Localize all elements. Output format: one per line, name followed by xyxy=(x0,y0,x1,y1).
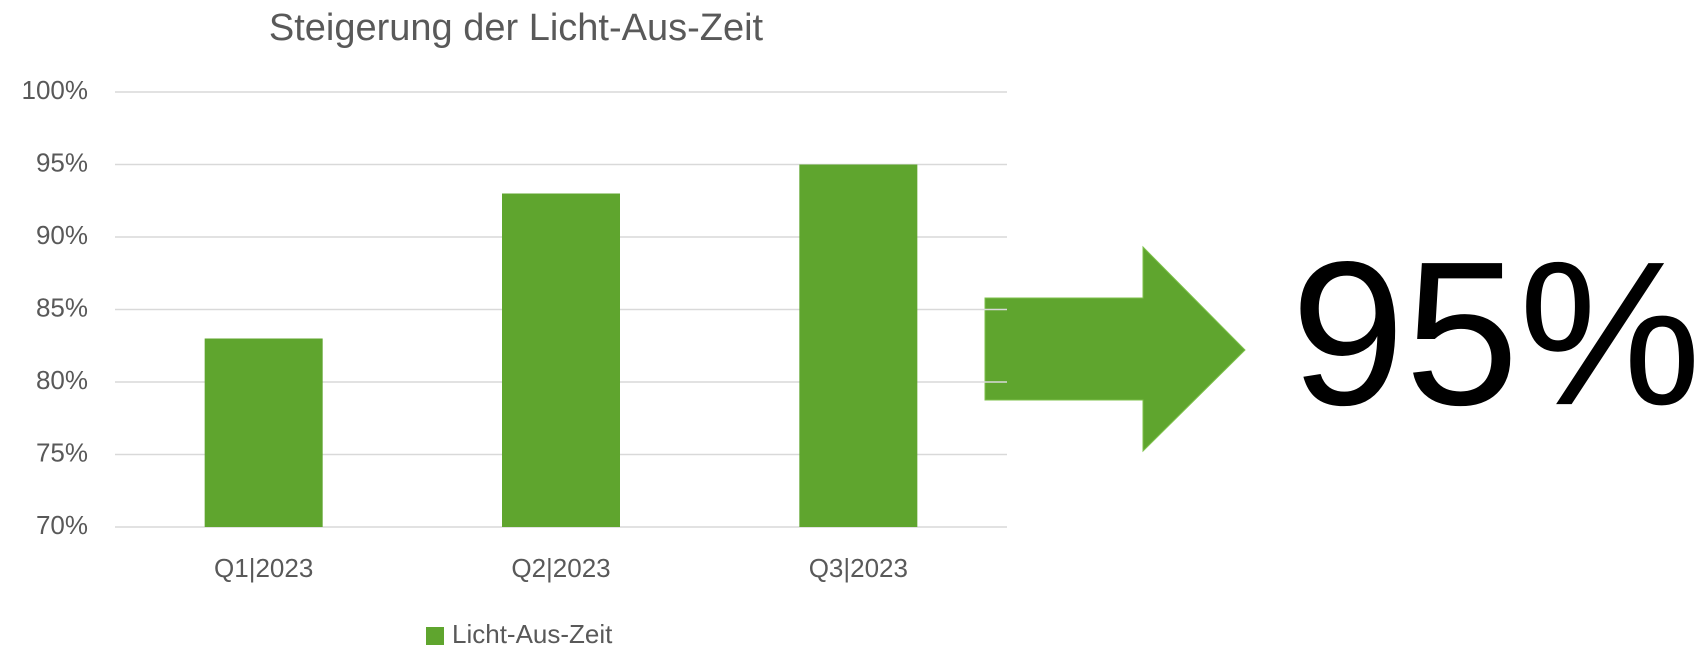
x-tick-label: Q1|2023 xyxy=(214,553,313,583)
legend-label: Licht-Aus-Zeit xyxy=(452,619,613,646)
bar xyxy=(799,164,918,527)
legend-swatch xyxy=(426,627,444,645)
arrow xyxy=(984,245,1246,453)
chart-title: Steigerung der Licht-Aus-Zeit xyxy=(269,7,764,49)
y-tick-label: 95% xyxy=(36,147,88,177)
y-tick-label: 80% xyxy=(36,365,88,395)
y-tick-label: 100% xyxy=(22,75,89,105)
x-tick-label: Q3|2023 xyxy=(809,553,908,583)
y-tick-label: 70% xyxy=(36,510,88,540)
callout: 95% xyxy=(1291,219,1701,448)
bar xyxy=(204,338,323,527)
y-tick-label: 85% xyxy=(36,292,88,322)
x-tick-label: Q2|2023 xyxy=(511,553,610,583)
y-tick-label: 75% xyxy=(36,437,88,467)
y-tick-label: 90% xyxy=(36,220,88,250)
bar xyxy=(502,193,620,527)
